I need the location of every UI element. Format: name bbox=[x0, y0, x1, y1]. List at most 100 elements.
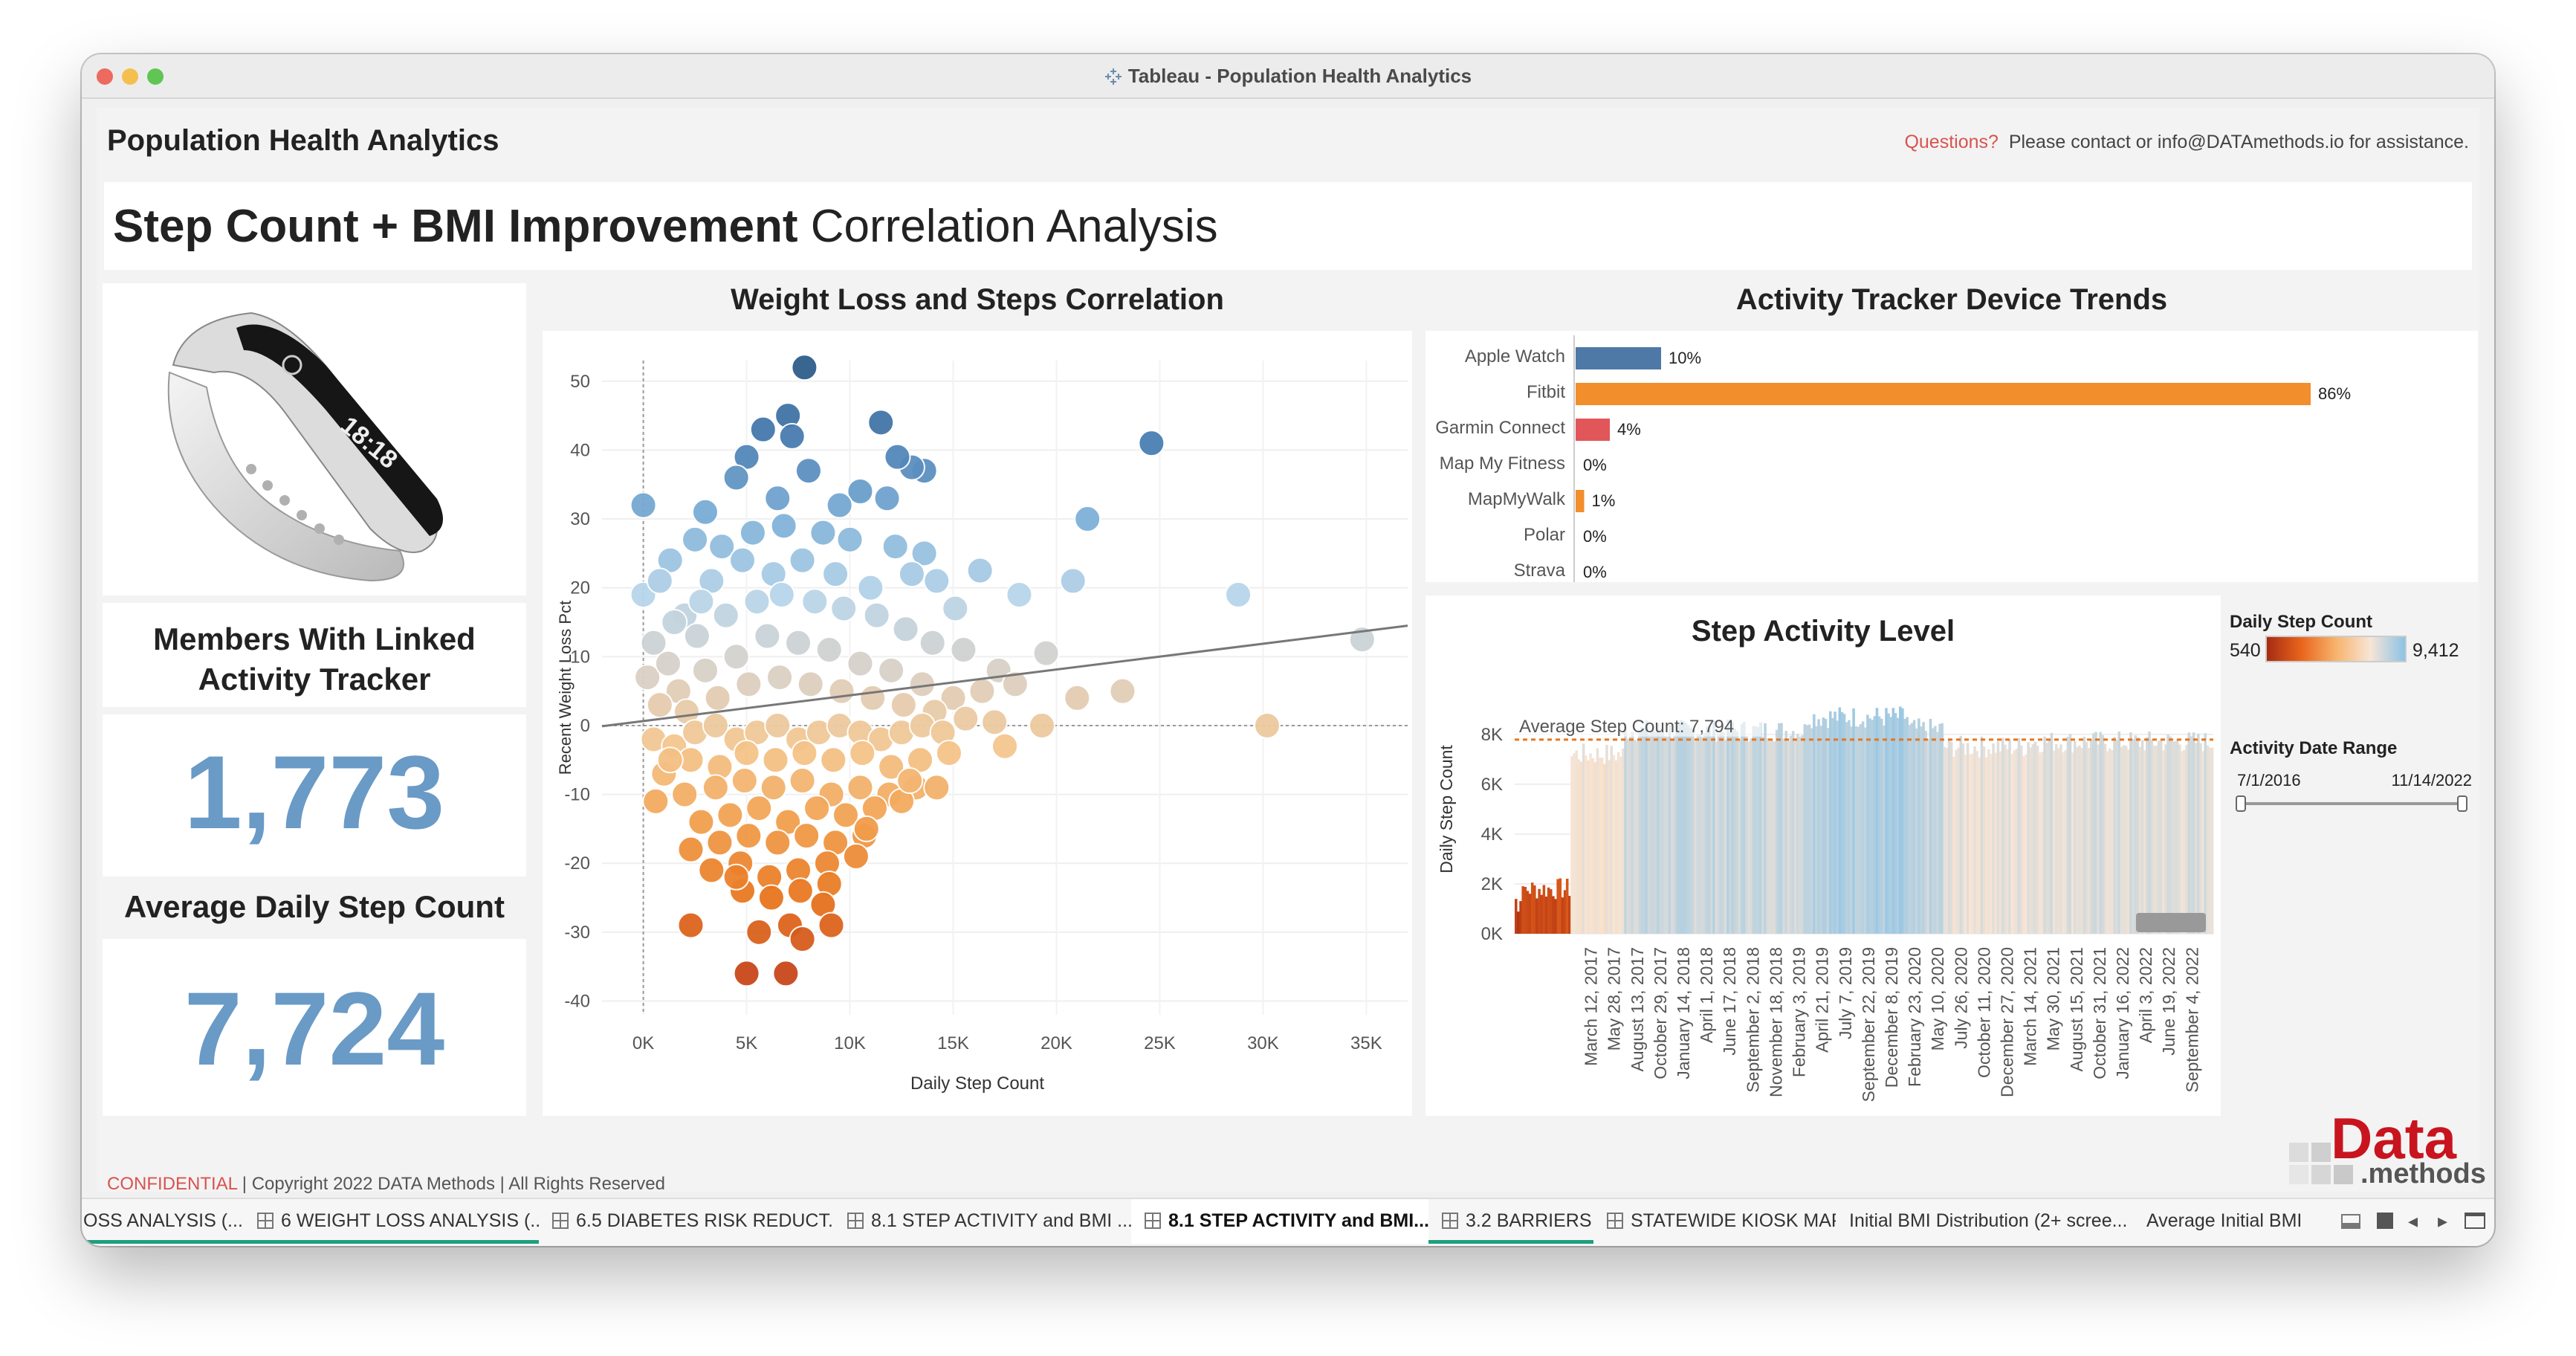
step-bar bbox=[1799, 737, 1802, 934]
step-bar bbox=[1521, 886, 1524, 934]
tab-step-activity-2[interactable]: 8.1 STEP ACTIVITY and BMI... bbox=[1131, 1199, 1428, 1244]
tab-label: Average Initial BMI bbox=[2146, 1210, 2302, 1231]
tab-loss-analysis[interactable]: OSS ANALYSIS (... bbox=[82, 1199, 244, 1244]
scatter-point bbox=[801, 588, 829, 616]
scatter-point bbox=[786, 877, 814, 905]
tab-next-icon[interactable]: ▸ bbox=[2438, 1210, 2448, 1232]
step-bar bbox=[1670, 738, 1674, 934]
step-bar bbox=[2048, 740, 2051, 934]
tab-prev-icon[interactable]: ◂ bbox=[2408, 1210, 2418, 1232]
tab-average-initial-bmi[interactable]: Average Initial BMI bbox=[2133, 1199, 2308, 1244]
step-bar bbox=[2010, 754, 2013, 934]
scatter-point bbox=[749, 416, 777, 443]
device-value-label: 0% bbox=[1583, 456, 1607, 474]
scatter-point bbox=[852, 815, 880, 842]
devices-panel[interactable]: Apple Watch 10% Fitbit 86% Garmin Connect 4% M… bbox=[1425, 331, 2478, 582]
scatter-title: Weight Loss and Steps Correlation bbox=[731, 283, 1224, 316]
step-bar bbox=[1831, 717, 1834, 934]
show-tabs-icon[interactable] bbox=[2377, 1213, 2393, 1229]
step-bar bbox=[1936, 732, 1939, 934]
step-bar bbox=[1680, 720, 1683, 934]
close-button[interactable] bbox=[97, 68, 113, 85]
step-bar bbox=[2071, 752, 2074, 934]
zoom-button[interactable] bbox=[147, 68, 164, 85]
scatter-point bbox=[942, 595, 969, 622]
steps-panel[interactable]: Step Activity Level Daily Step Count 0K 2K… bbox=[1425, 595, 2221, 1116]
device-bar bbox=[1576, 490, 1585, 512]
step-bar bbox=[2164, 744, 2167, 934]
tab-kiosk-map[interactable]: STATEWIDE KIOSK MAP bbox=[1593, 1199, 1836, 1244]
step-bar bbox=[1996, 741, 2000, 934]
scatter-point bbox=[1074, 506, 1101, 533]
tab-initial-bmi-distribution[interactable]: Initial BMI Distribution (2+ scree... bbox=[1836, 1199, 2133, 1244]
step-bar bbox=[2181, 751, 2184, 934]
step-bar bbox=[1552, 896, 1555, 934]
step-bar bbox=[2045, 743, 2048, 934]
tab-diabetes-risk[interactable]: 6.5 DIABETES RISK REDUCT... bbox=[539, 1199, 834, 1244]
step-bar bbox=[1626, 738, 1629, 934]
y-tick-label: 30 bbox=[570, 509, 590, 529]
x-tick-label: 30K bbox=[1247, 1033, 1279, 1053]
tab-step-activity-1[interactable]: 8.1 STEP ACTIVITY and BMI ... bbox=[834, 1199, 1131, 1244]
minimize-button[interactable] bbox=[122, 68, 138, 85]
scatter-chart[interactable]: -40 -30 -20 -10 0 10 20 30 40 50 0K 5K 10K 15K 20K 25K 3… bbox=[543, 331, 1412, 1116]
step-bar bbox=[1579, 761, 1583, 934]
step-bar bbox=[1764, 723, 1767, 934]
step-bar bbox=[1582, 743, 1585, 934]
y-tick-label: 6K bbox=[1481, 775, 1503, 795]
step-bar bbox=[1957, 747, 1960, 934]
tab-barriers[interactable]: 3.2 BARRIERS bbox=[1428, 1199, 1593, 1244]
x-tick-label: 10K bbox=[834, 1033, 866, 1053]
step-bar bbox=[2157, 740, 2161, 934]
scatter-point bbox=[733, 960, 760, 987]
tab-weight-loss-analysis[interactable]: 6 WEIGHT LOSS ANALYSIS (... bbox=[244, 1199, 539, 1244]
date-range-handle-end[interactable] bbox=[2457, 795, 2467, 812]
date-range-handle-start[interactable] bbox=[2236, 795, 2246, 812]
step-bar bbox=[1743, 721, 1746, 934]
step-bar bbox=[1782, 738, 1785, 934]
step-bar bbox=[1894, 713, 1897, 934]
scatter-point bbox=[768, 581, 795, 608]
data-methods-logo: Data .methods bbox=[2289, 1108, 2486, 1189]
step-bar bbox=[1542, 885, 1546, 934]
scatter-point bbox=[789, 767, 816, 795]
scatter-point bbox=[935, 740, 962, 766]
date-range-track[interactable] bbox=[2240, 802, 2463, 805]
step-bar bbox=[1747, 741, 1750, 934]
step-bar bbox=[2111, 750, 2114, 934]
questions-label: Questions? bbox=[1904, 132, 1999, 152]
step-bar bbox=[2027, 742, 2030, 934]
step-bar bbox=[1961, 743, 1965, 934]
show-filmstrip-icon[interactable] bbox=[2341, 1214, 2360, 1229]
devices-chart[interactable]: Apple Watch 10% Fitbit 86% Garmin Connect 4% M… bbox=[1425, 331, 2478, 582]
scatter-panel[interactable]: -40 -30 -20 -10 0 10 20 30 40 50 0K 5K 10K 15K 20K 25K 3… bbox=[543, 331, 1412, 1116]
step-bar bbox=[1891, 708, 1895, 934]
step-bar bbox=[2039, 752, 2042, 934]
scatter-point bbox=[991, 732, 1018, 760]
scatter-point bbox=[809, 519, 837, 546]
average-label: Average Step Count: 7,794 bbox=[1519, 717, 1734, 737]
scatter-point bbox=[764, 485, 792, 512]
scatter-point bbox=[1029, 711, 1056, 739]
tab-label: 6.5 DIABETES RISK REDUCT... bbox=[576, 1210, 834, 1231]
presentation-mode-icon[interactable] bbox=[2465, 1213, 2485, 1229]
step-bar bbox=[1945, 748, 1949, 934]
steps-chart[interactable]: Daily Step Count 0K 2K 4K 6K 8K Average Step C… bbox=[1425, 595, 2221, 1116]
device-value-label: 0% bbox=[1583, 527, 1607, 546]
scatter-point bbox=[884, 443, 911, 471]
step-bar bbox=[2004, 744, 2007, 934]
step-bar bbox=[1864, 727, 1867, 934]
step-bar bbox=[2094, 732, 2097, 934]
contact-text[interactable]: Please contact or info@DATAmethods.io fo… bbox=[2008, 132, 2469, 152]
step-bar bbox=[2041, 752, 2044, 934]
step-bar bbox=[1587, 760, 1590, 934]
step-bar bbox=[2015, 749, 2019, 934]
step-bar bbox=[2080, 748, 2083, 934]
device-label: Map My Fitness bbox=[1440, 453, 1565, 474]
step-bar bbox=[1857, 726, 1860, 934]
scatter-point bbox=[722, 464, 750, 491]
step-bar bbox=[1850, 726, 1853, 934]
step-bar bbox=[2064, 750, 2067, 934]
step-bar bbox=[2057, 748, 2060, 934]
scatter-point bbox=[712, 601, 740, 629]
